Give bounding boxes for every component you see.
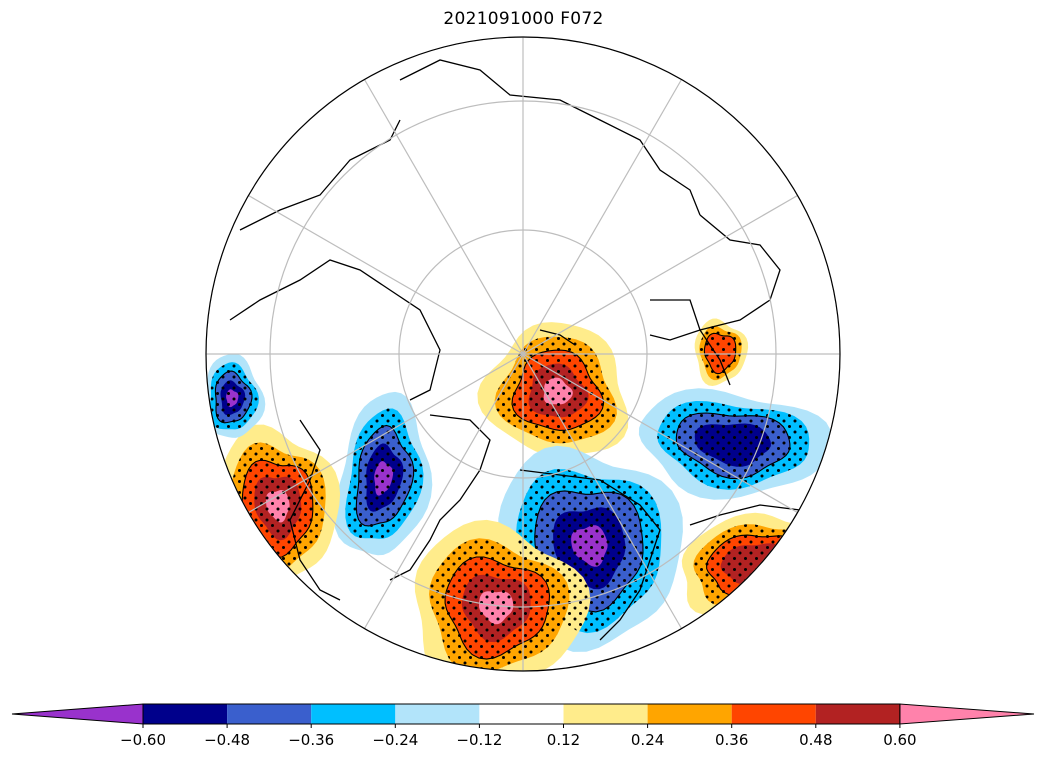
graticule [206,37,840,671]
colorbar-cell [647,704,732,724]
chart-title: 2021091000 F072 [443,9,604,29]
colorbar-tick-label: 0.24 [631,731,664,749]
coastline [399,59,701,216]
polar-map [205,36,841,672]
meridian [522,194,798,355]
colorbar-tick-label: −0.60 [120,731,166,749]
colorbar: −0.60 −0.48 −0.36 −0.24 −0.12 0.12 0.24 0.36 0.4… [11,703,1035,749]
coastline [519,469,661,641]
coastline [650,299,731,386]
colorbar-tick-label: −0.36 [288,731,334,749]
meridian [522,353,683,629]
colorbar-tick-label: −0.48 [204,731,250,749]
colorbar-cell [815,704,900,724]
colorbar-tick-label: 0.48 [799,731,832,749]
coastline [289,419,341,601]
colorbar-extend-high [899,703,1035,725]
meridian [363,79,524,355]
stipple-area [657,401,810,490]
meridian [522,353,798,514]
stipple-area [494,336,617,444]
coastline [689,504,801,526]
map-content [206,37,840,671]
colorbar-frame [142,703,901,725]
colorbar-cell [227,704,312,724]
coastline [239,119,401,231]
coastline [539,329,576,346]
colorbar-tick-label: 0.60 [883,731,916,749]
colorbar-tick-label: 0.36 [715,731,748,749]
meridian [363,353,524,629]
map-boundary [205,36,841,672]
colorbar-tick-label: −0.12 [456,731,502,749]
colorbar-cell [143,704,228,724]
colorbar-cell [563,704,648,724]
colorbar-cell [479,704,564,724]
stipple-area [699,325,742,381]
colorbar-tick-label: −0.24 [372,731,418,749]
colorbar-tick-label: 0.12 [547,731,580,749]
meridian [248,353,524,514]
colorbar-cell [731,704,816,724]
colorbar-extend-low [11,703,144,725]
colorbar-cell [395,704,480,724]
meridian [248,194,524,355]
coastline [229,259,441,401]
coastlines [229,59,801,641]
meridian [522,79,683,355]
coastline [389,414,491,581]
stipple-area [209,362,259,430]
stipple-area [345,408,424,539]
colorbar-cell [311,704,396,724]
